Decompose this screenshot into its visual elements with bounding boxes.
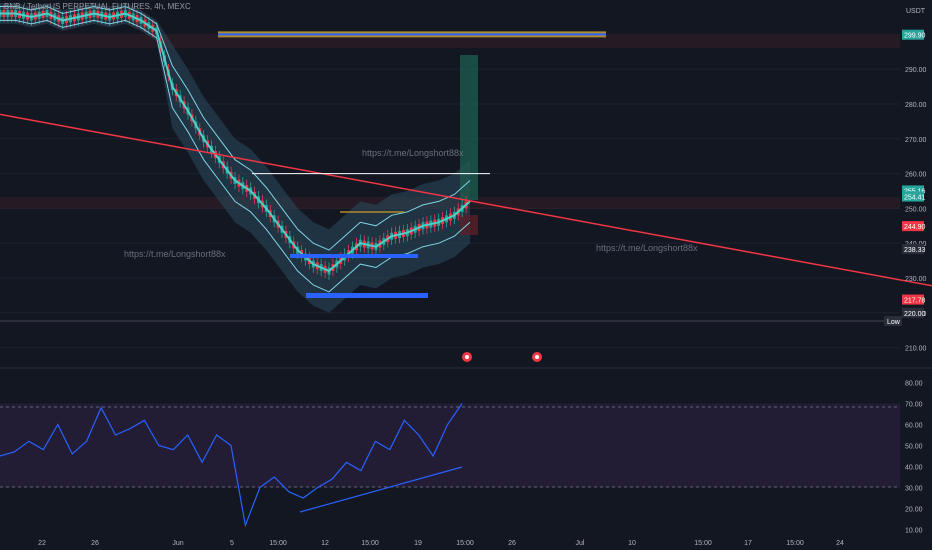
price-tag: [902, 191, 924, 202]
price-tag-label: 220.00: [904, 311, 926, 318]
rsi-tick-label: 50.00: [905, 444, 923, 451]
low-badge-label: Low: [887, 319, 901, 326]
low-badge: [884, 316, 902, 326]
time-tick-label: 26: [508, 540, 516, 547]
event-icon-dot: [465, 355, 469, 359]
support-bar-1[interactable]: [290, 254, 418, 258]
price-tag: [902, 243, 924, 254]
rsi-tick-label: 60.00: [905, 423, 923, 430]
price-tick-label: 260.00: [905, 172, 927, 179]
price-tick-label: 230.00: [905, 276, 927, 283]
time-tick-label: Jul: [576, 540, 585, 547]
rsi-tick-label: 20.00: [905, 507, 923, 514]
stop-box: [460, 215, 478, 235]
resistance-zone: [0, 34, 900, 48]
rsi-tick-label: 40.00: [905, 465, 923, 472]
watermark: https://t.me/Longshort88x: [124, 249, 226, 259]
price-tick-label: 290.00: [905, 67, 927, 74]
price-tag-label: 299.90: [904, 33, 926, 40]
time-tick-label: 26: [91, 540, 99, 547]
price-tag: [902, 294, 924, 305]
rsi-line: [0, 403, 463, 528]
time-tick-label: Jun: [172, 540, 183, 547]
time-tick-label: 5: [230, 540, 234, 547]
rsi-band: [0, 403, 900, 488]
rsi-tick-label: 10.00: [905, 528, 923, 535]
support-bar-2[interactable]: [306, 293, 428, 298]
time-tick-label: 17: [744, 540, 752, 547]
time-tick-label: 15:00: [786, 540, 804, 547]
rsi-trendline[interactable]: [299, 466, 463, 513]
rsi-tick-label: 80.00: [905, 381, 923, 388]
price-tick-label: 270.00: [905, 137, 927, 144]
watermark: https://t.me/Longshort88x: [362, 148, 464, 158]
time-tick-label: 12: [321, 540, 329, 547]
price-tag-label: 254.41: [904, 195, 926, 202]
bollinger-upper: [0, 5, 471, 251]
currency-label: USDT: [906, 8, 926, 15]
time-axis[interactable]: 22 26 Jun 5 15:00 12 15:00 19 15:00 26 Jul 10 15:00 1…: [38, 540, 844, 547]
rsi-tick-label: 70.00: [905, 402, 923, 409]
time-tick-label: 15:00: [694, 540, 712, 547]
time-tick-label: 15:00: [361, 540, 379, 547]
price-tick-label: 280.00: [905, 102, 927, 109]
price-tag-label: 217.78: [904, 298, 926, 305]
price-tick-label: 210.00: [905, 346, 927, 353]
price-tag-label: 238.33: [904, 247, 926, 254]
price-tag: [902, 185, 924, 196]
price-tags: 299.90255.16254.41244.90238.33220.00217.…: [902, 29, 926, 318]
watermark: https://t.me/Longshort88x: [596, 243, 698, 253]
trendline[interactable]: [0, 113, 932, 361]
rsi-tick-label: 30.00: [905, 486, 923, 493]
price-tag: [902, 307, 924, 318]
price-tag: [902, 29, 924, 40]
price-tag: [902, 221, 924, 232]
time-tick-label: 15:00: [456, 540, 474, 547]
time-tick-label: 19: [414, 540, 422, 547]
price-line: [0, 12, 471, 273]
time-tick-label: 15:00: [269, 540, 287, 547]
rsi-axis[interactable]: 80.00 70.00 60.00 50.00 40.00 30.00 20.00 10.00: [905, 381, 923, 535]
time-tick-label: 10: [628, 540, 636, 547]
event-icon-dot: [535, 355, 539, 359]
price-tick-label: 250.00: [905, 206, 927, 213]
target-box: [460, 55, 478, 200]
price-tag-label: 244.90: [904, 224, 926, 231]
time-tick-label: 22: [38, 540, 46, 547]
chart-title: BNB / TetherUS PERPETUAL FUTURES, 4h, ME…: [4, 2, 191, 11]
time-tick-label: 24: [836, 540, 844, 547]
